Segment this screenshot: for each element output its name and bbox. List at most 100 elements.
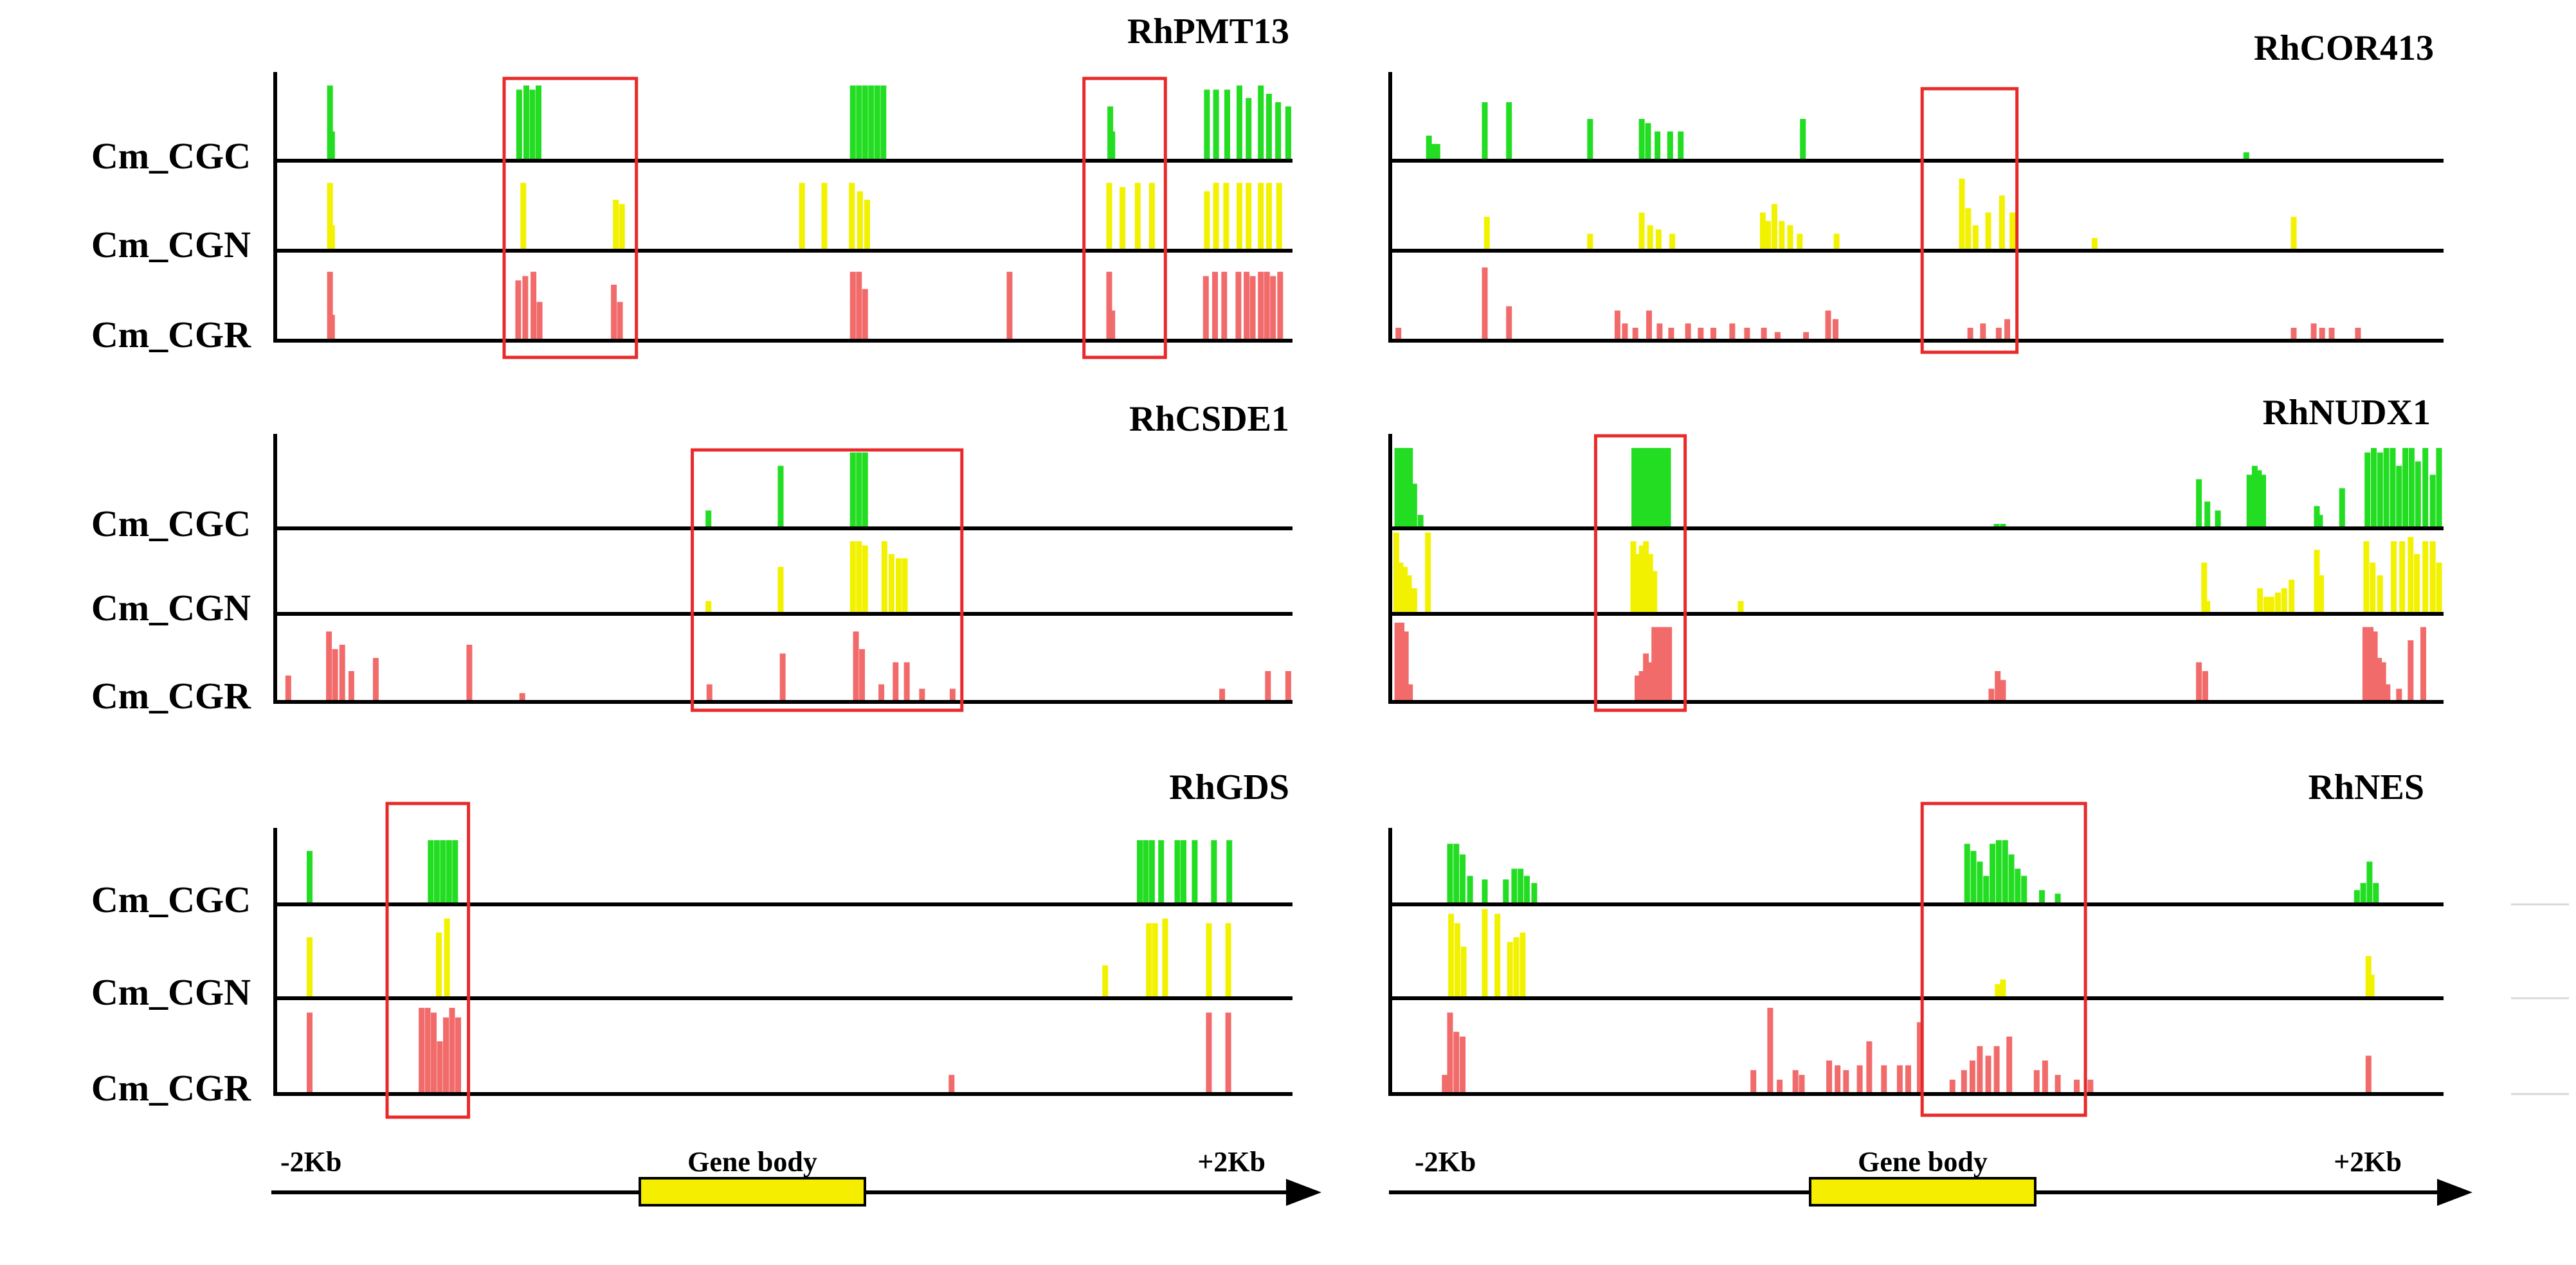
bar-Cm_CGC <box>452 840 458 904</box>
bar-Cm_CGC <box>1678 131 1684 161</box>
bar-Cm_CGC <box>1995 840 2002 904</box>
x-axis-left: -2Kb Gene body +2Kb <box>271 1146 1321 1207</box>
bar-Cm_CGN <box>2368 974 2375 998</box>
bar-Cm_CGR <box>2328 327 2335 341</box>
bar-Cm_CGN <box>1765 220 1772 251</box>
bar-Cm_CGR <box>449 1007 455 1094</box>
bar-Cm_CGN <box>799 183 805 251</box>
bar-Cm_CGR <box>1460 1036 1466 1094</box>
bar-Cm_CGC <box>1109 131 1116 161</box>
panel-RhCOR413: RhCOR413 <box>1388 28 2444 354</box>
bar-Cm_CGC <box>2354 890 2360 904</box>
bar-Cm_CGR <box>2368 627 2374 702</box>
bar-Cm_CGR <box>2004 319 2010 341</box>
bar-Cm_CGN <box>1985 212 1991 251</box>
bar-Cm_CGC <box>2415 461 2421 529</box>
bar-Cm_CGC <box>1237 85 1242 161</box>
axis-left-label: -2Kb <box>1415 1146 1476 1178</box>
bar-Cm_CGN <box>1393 532 1399 614</box>
bar-Cm_CGR <box>1993 1046 2000 1094</box>
bar-Cm_CGR <box>1767 1007 1773 1094</box>
bar-Cm_CGR <box>1656 627 1663 702</box>
bar-Cm_CGC <box>1640 447 1646 528</box>
bar-Cm_CGR <box>1622 323 1628 341</box>
bar-Cm_CGC <box>777 465 784 528</box>
panel-RhNES: RhNES <box>1388 767 2444 1117</box>
bar-Cm_CGC <box>1399 447 1405 528</box>
bar-Cm_CGC <box>862 452 868 528</box>
bar-Cm_CGR <box>706 684 712 702</box>
bar-Cm_CGR <box>1961 1070 1967 1095</box>
bar-Cm_CGC <box>1430 144 1437 161</box>
bar-Cm_CGR <box>1638 671 1645 702</box>
bar-Cm_CGC <box>1174 840 1181 904</box>
bar-Cm_CGN <box>1833 233 1840 251</box>
bar-Cm_CGC <box>1524 875 1530 904</box>
bar-Cm_CGN <box>1959 178 1965 251</box>
bar-Cm_CGC <box>329 131 335 161</box>
bar-Cm_CGR <box>2000 679 2006 703</box>
bar-Cm_CGC <box>1990 843 1995 904</box>
bar-Cm_CGN <box>1507 942 1513 998</box>
bar-Cm_CGR <box>1394 622 1401 702</box>
bar-Cm_CGR <box>1729 323 1736 341</box>
bar-Cm_CGR <box>1980 323 1986 341</box>
bar-Cm_CGR <box>1407 684 1413 702</box>
bar-Cm_CGC <box>1285 106 1291 161</box>
bar-Cm_CGN <box>1638 212 1645 251</box>
bar-Cm_CGC <box>2015 868 2021 904</box>
bar-Cm_CGR <box>1109 310 1116 341</box>
bar-Cm_CGR <box>1635 675 1640 702</box>
bar-Cm_CGR <box>1995 671 2001 702</box>
bar-Cm_CGR <box>1750 1070 1757 1095</box>
bar-Cm_CGN <box>1494 913 1501 998</box>
bar-Cm_CGC <box>1204 89 1210 161</box>
bar-Cm_CGR <box>617 301 623 341</box>
bar-Cm_CGC <box>1645 123 1651 161</box>
bar-Cm_CGN <box>1134 183 1141 251</box>
bar-Cm_CGN <box>619 204 625 251</box>
bar-Cm_CGR <box>862 289 868 341</box>
bar-Cm_CGR <box>1685 323 1691 341</box>
bar-Cm_CGN <box>1638 545 1645 614</box>
bar-Cm_CGC <box>1655 131 1661 161</box>
bar-Cm_CGR <box>2196 662 2202 702</box>
bar-Cm_CGR <box>856 271 862 341</box>
axis-right-label: +2Kb <box>1197 1146 1265 1178</box>
bar-Cm_CGC <box>1453 843 1460 904</box>
bar-Cm_CGN <box>857 191 863 251</box>
bar-Cm_CGN <box>2408 537 2414 614</box>
bar-Cm_CGN <box>1276 183 1282 251</box>
bar-Cm_CGN <box>1223 183 1229 251</box>
bar-Cm_CGN <box>2201 562 2208 614</box>
bar-Cm_CGC <box>1531 883 1537 904</box>
bar-Cm_CGN <box>2318 575 2325 614</box>
bar-Cm_CGC <box>2008 854 2015 904</box>
highlight-box <box>1082 76 1167 359</box>
bar-Cm_CGR <box>1632 327 1638 341</box>
bar-Cm_CGN <box>329 225 335 251</box>
bar-Cm_CGN <box>902 558 908 614</box>
bar-Cm_CGC <box>1503 879 1509 904</box>
bar-Cm_CGN <box>2281 588 2287 614</box>
axis-left-label: -2Kb <box>280 1146 341 1178</box>
bar-Cm_CGN <box>2391 541 2397 614</box>
bar-Cm_CGC <box>1224 89 1230 161</box>
bar-Cm_CGN <box>1265 183 1272 251</box>
bar-Cm_CGN <box>777 566 784 615</box>
bar-Cm_CGR <box>1835 1065 1841 1094</box>
bar-Cm_CGR <box>424 1007 431 1094</box>
bar-Cm_CGN <box>1655 229 1662 251</box>
bar-Cm_CGR <box>1646 310 1652 341</box>
bar-Cm_CGN <box>1647 225 1653 251</box>
bar-Cm_CGC <box>1192 840 1198 904</box>
bar-Cm_CGC <box>1506 102 1512 161</box>
bar-Cm_CGR <box>849 271 856 341</box>
bar-Cm_CGR <box>1761 327 1767 341</box>
bar-Cm_CGN <box>849 541 856 614</box>
bar-Cm_CGC <box>446 840 452 904</box>
x-axis-right: -2Kb Gene body +2Kb <box>1389 1146 2472 1207</box>
bar-Cm_CGR <box>853 631 859 702</box>
bar-Cm_CGN <box>2436 562 2442 614</box>
bar-Cm_CGR <box>948 1075 955 1094</box>
